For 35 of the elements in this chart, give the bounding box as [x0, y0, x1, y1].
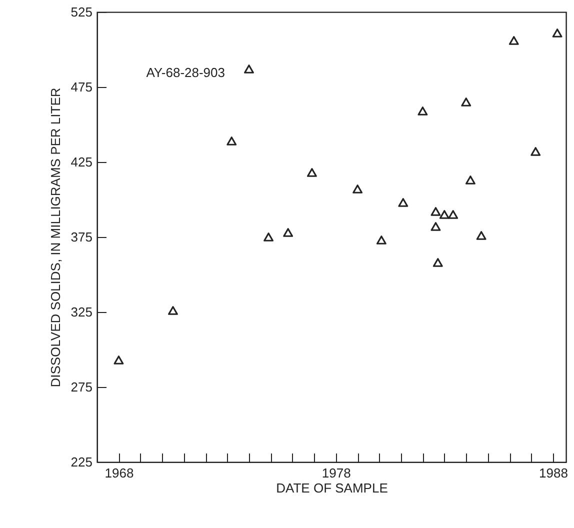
- y-tick-label: 225: [70, 454, 92, 470]
- x-axis-title: DATE OF SAMPLE: [276, 480, 388, 496]
- point: [508, 36, 519, 45]
- point: [432, 258, 443, 267]
- point: [398, 198, 408, 207]
- point: [430, 222, 441, 231]
- point: [376, 236, 386, 244]
- point: [439, 210, 450, 219]
- point: [306, 168, 317, 177]
- point: [168, 306, 178, 315]
- point: [283, 228, 294, 237]
- point: [476, 231, 486, 240]
- x-tick-label: 1988: [539, 466, 568, 480]
- point: [448, 210, 458, 219]
- point: [530, 147, 541, 156]
- point: [418, 106, 428, 116]
- point: [461, 98, 472, 106]
- point: [552, 28, 562, 38]
- point: [264, 232, 274, 242]
- point: [114, 356, 124, 364]
- y-tick-label: 475: [70, 80, 92, 94]
- y-tick-label: 275: [70, 380, 92, 394]
- point: [226, 136, 237, 146]
- y-tick-label: 325: [70, 304, 92, 320]
- y-tick-label: 525: [70, 4, 92, 20]
- point: [430, 207, 441, 216]
- x-tick-label: 1968: [104, 466, 134, 480]
- annotation: AY-68-28-903: [146, 65, 225, 80]
- point: [465, 176, 476, 184]
- y-tick-label: 425: [70, 154, 92, 170]
- y-axis-title: DISSOLVED SOLIDS, IN MILLIGRAMS PER LITER: [48, 88, 63, 388]
- x-tick-label: 1978: [322, 466, 351, 480]
- y-tick-label: 375: [70, 230, 92, 244]
- point: [244, 64, 254, 74]
- point: [352, 184, 363, 194]
